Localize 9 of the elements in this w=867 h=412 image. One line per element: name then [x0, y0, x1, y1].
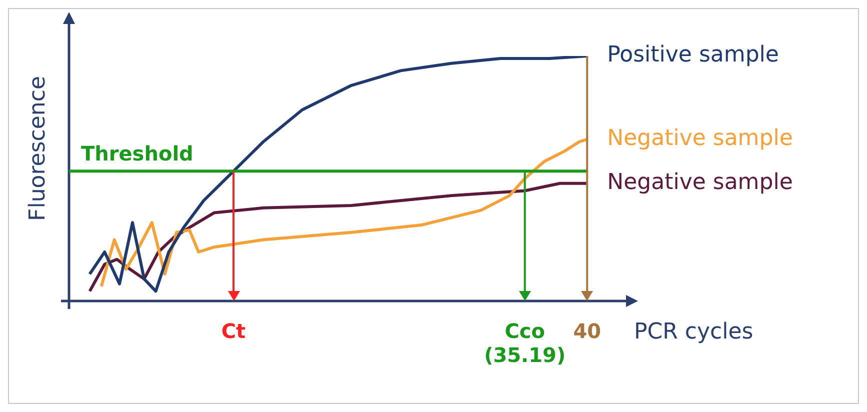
y-axis-title: Fluorescence: [26, 76, 51, 221]
x-tick-label: Ct: [221, 319, 246, 344]
series-label: Negative sample: [607, 170, 793, 196]
ref-line-label: Threshold: [81, 141, 194, 166]
x-axis-title: PCR cycles: [634, 320, 754, 345]
x-tick-label: Cco (35.19): [484, 319, 566, 368]
series-label: Negative sample: [607, 126, 793, 152]
series-label: Positive sample: [607, 42, 779, 68]
x-tick-label: 40: [573, 319, 602, 344]
